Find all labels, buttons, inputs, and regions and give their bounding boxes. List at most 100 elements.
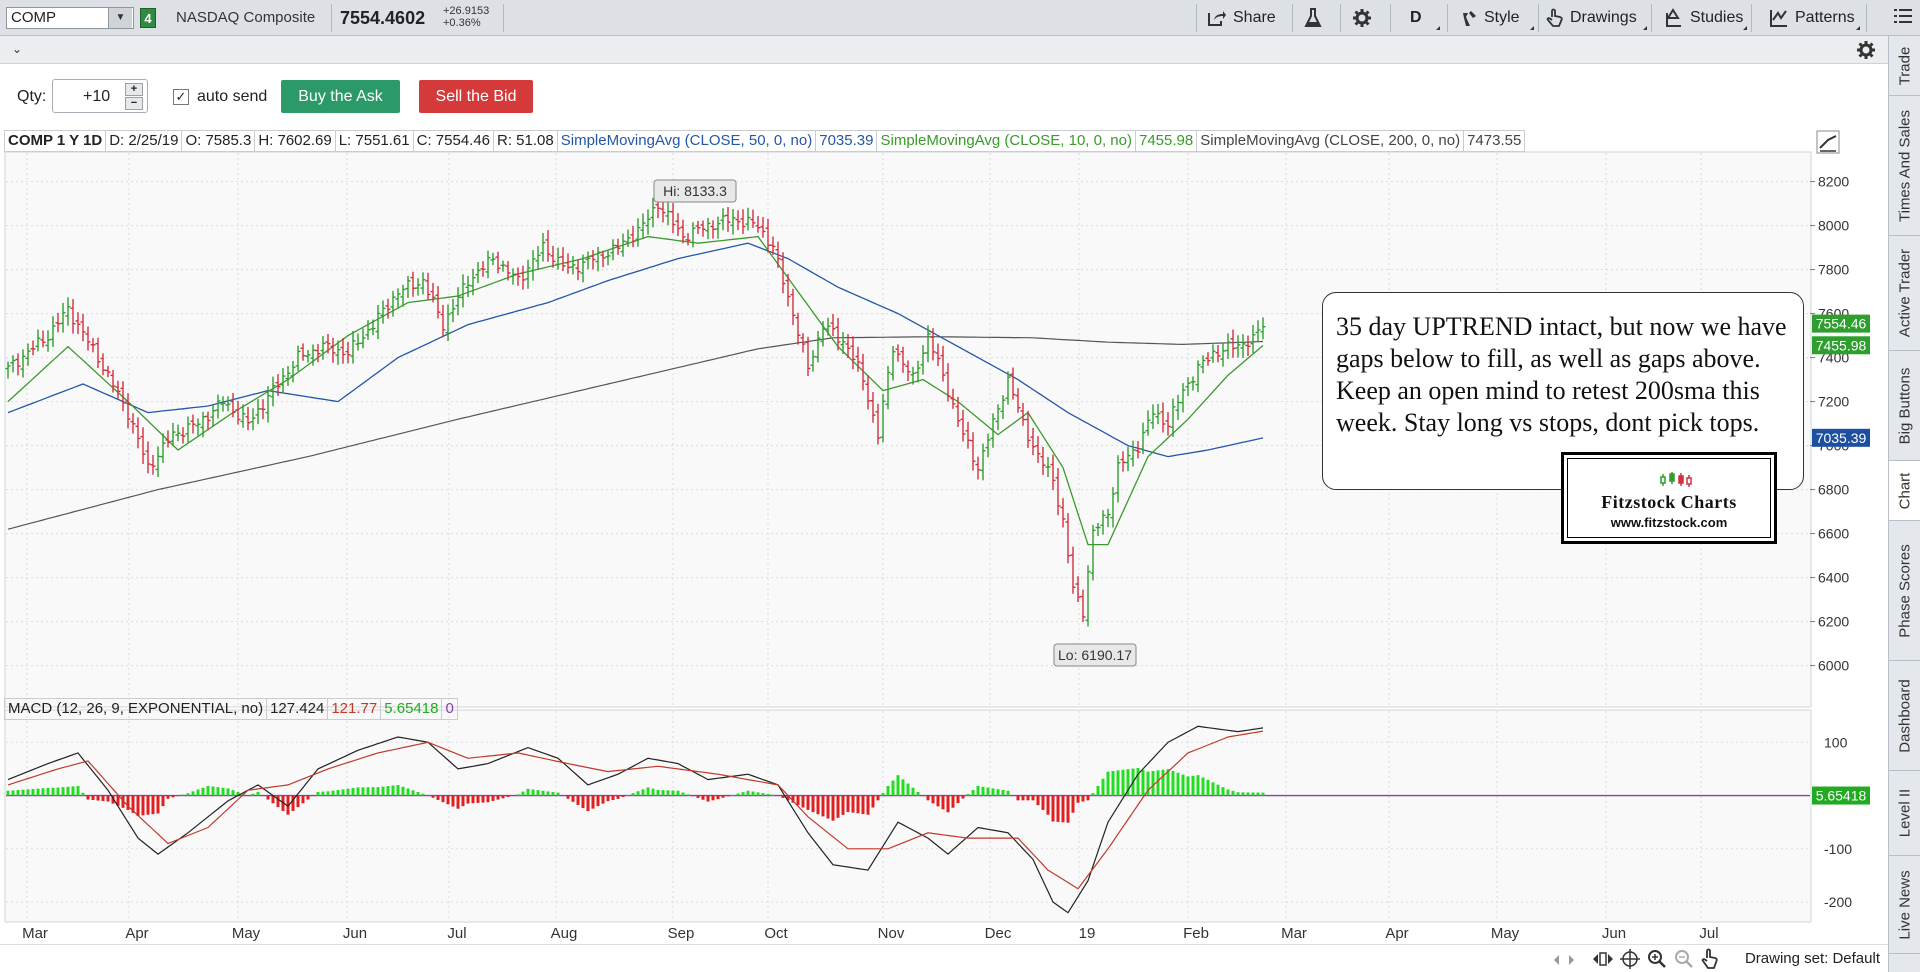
- qty-value: +10: [83, 88, 111, 105]
- macd-pane: [4, 709, 1812, 923]
- right-sidebar: Trade Times And Sales Active Trader Big …: [1888, 36, 1920, 972]
- trendline-tool-icon[interactable]: [1816, 130, 1840, 154]
- sma50-line: [7, 242, 1264, 458]
- divider: [1340, 4, 1341, 32]
- zoom-out-icon[interactable]: [1674, 949, 1694, 969]
- sma10-study-label[interactable]: SimpleMovingAvg (CLOSE, 10, 0, no): [877, 130, 1136, 152]
- qty-increment-button[interactable]: +: [125, 83, 143, 96]
- macd-avg-value: 121.77: [328, 698, 382, 720]
- chart-bottom-bar: Drawing set: Default: [0, 944, 1888, 972]
- divider: [503, 4, 504, 32]
- crosshair-icon[interactable]: [1620, 949, 1640, 969]
- chart-info-line: COMP 1 Y 1D D: 2/25/19 O: 7585.3 H: 7602…: [4, 130, 1526, 152]
- expand-horizontal-icon[interactable]: [1592, 949, 1614, 969]
- qty-field[interactable]: +10 + −: [52, 79, 148, 113]
- tab-label: Big Buttons: [1896, 367, 1913, 444]
- link-group-badge[interactable]: 4: [140, 8, 156, 28]
- tab-trade[interactable]: Trade: [1889, 36, 1920, 96]
- aggregation-button[interactable]: D: [1410, 6, 1422, 30]
- time-axis-label: Mar: [1281, 925, 1307, 942]
- studies-button[interactable]: Studies: [1664, 6, 1743, 30]
- tab-level-ii[interactable]: Level II: [1889, 771, 1920, 856]
- tab-label: Chart: [1896, 472, 1913, 509]
- sma50-path: [7, 242, 1264, 458]
- tab-label: Live News: [1896, 869, 1913, 940]
- scroll-arrows-icon[interactable]: [1553, 953, 1575, 967]
- macd-study-label[interactable]: MACD (12, 26, 9, EXPONENTIAL, no): [4, 698, 268, 720]
- aggregation-label: D: [1410, 9, 1422, 26]
- macd-line-path: [7, 725, 1264, 914]
- logo-name: Fitzstock Charts: [1601, 492, 1737, 512]
- share-label: Share: [1233, 9, 1276, 26]
- style-label: Style: [1484, 9, 1520, 26]
- style-button[interactable]: Style: [1460, 6, 1520, 30]
- style-caret-icon: [1530, 26, 1534, 30]
- sma10-study-value: 7455.98: [1136, 130, 1198, 152]
- time-axis-label: Jul: [447, 925, 466, 942]
- price-bars: [5, 194, 1266, 627]
- sell-the-bid-button[interactable]: Sell the Bid: [419, 80, 533, 113]
- time-axis-label: Jul: [1699, 925, 1718, 942]
- divider: [1390, 4, 1391, 32]
- price-badge-text: 7455.98: [1816, 337, 1867, 353]
- time-axis-label: Jun: [343, 925, 367, 942]
- order-settings-button[interactable]: [1856, 40, 1876, 64]
- macd-lines: [7, 725, 1264, 914]
- auto-send-label: auto send: [197, 88, 268, 105]
- buy-the-ask-button[interactable]: Buy the Ask: [281, 80, 400, 113]
- auto-send-checkbox[interactable]: ✓: [173, 89, 189, 105]
- tab-big-buttons[interactable]: Big Buttons: [1889, 351, 1920, 461]
- macd-value: 127.424: [267, 698, 329, 720]
- high-label: Hi: 8133.3: [653, 179, 737, 203]
- tab-live-news[interactable]: Live News: [1889, 856, 1920, 954]
- qty-decrement-button[interactable]: −: [125, 97, 143, 110]
- time-axis-label: Feb: [1183, 925, 1209, 942]
- patterns-button[interactable]: Patterns: [1769, 6, 1855, 30]
- share-button[interactable]: Share: [1207, 6, 1276, 30]
- macd-avg-path: [7, 730, 1264, 890]
- tab-active-trader[interactable]: Active Trader: [1889, 236, 1920, 351]
- zoom-in-icon[interactable]: [1647, 949, 1667, 969]
- drawings-caret-icon: [1643, 26, 1647, 30]
- share-icon: [1208, 11, 1226, 26]
- list-menu-icon: [1894, 9, 1912, 23]
- percent-change-value: +0.36%: [443, 17, 481, 29]
- patterns-label: Patterns: [1795, 9, 1855, 26]
- drawing-set-label[interactable]: Drawing set: Default: [1744, 950, 1880, 967]
- tab-phase-scores[interactable]: Phase Scores: [1889, 521, 1920, 661]
- price-badge-text: 7554.46: [1816, 316, 1867, 332]
- panel-menu-button[interactable]: [1894, 8, 1912, 28]
- macd-axis-label: -100: [1824, 841, 1852, 857]
- collapse-chevron-icon[interactable]: ⌄: [12, 42, 23, 56]
- divider: [1538, 4, 1539, 32]
- tab-chart[interactable]: Chart: [1889, 461, 1920, 521]
- macd-info-line: MACD (12, 26, 9, EXPONENTIAL, no) 127.42…: [4, 698, 458, 720]
- order-entry-bar: Qty: +10 + − ✓ auto send Buy the Ask Sel…: [0, 64, 1888, 128]
- bar-date: D: 2/25/19: [106, 130, 183, 152]
- style-icon: [1463, 11, 1476, 26]
- flask-button[interactable]: [1304, 6, 1322, 30]
- tab-label: Level II: [1896, 788, 1913, 838]
- price-chart[interactable]: 8200800078007600740072007000680066006400…: [0, 128, 1888, 944]
- symbol-dropdown-button[interactable]: ▼: [108, 8, 132, 28]
- time-axis-label: Mar: [22, 925, 48, 942]
- settings-button[interactable]: [1352, 6, 1372, 30]
- tab-dashboard[interactable]: Dashboard: [1889, 661, 1920, 771]
- price-axis: 8200800078007600740072007000680066006400…: [1810, 174, 1849, 674]
- macd-diff-badge-text: 5.65418: [1816, 788, 1867, 804]
- symbol-input[interactable]: COMP: [6, 7, 134, 29]
- flask-icon: [1304, 8, 1322, 27]
- divider: [331, 4, 332, 32]
- drawings-button[interactable]: Drawings: [1546, 6, 1637, 30]
- time-axis-label: Apr: [1385, 925, 1408, 942]
- sma50-study-label[interactable]: SimpleMovingAvg (CLOSE, 50, 0, no): [557, 130, 817, 152]
- macd-axis: 100 -100 -200 5.65418: [1812, 734, 1870, 910]
- tab-label: Trade: [1896, 46, 1913, 85]
- time-axis-label: Sep: [668, 925, 695, 942]
- pan-hand-icon[interactable]: [1701, 948, 1721, 970]
- divider: [1292, 4, 1293, 32]
- time-axis-label: May: [232, 925, 261, 942]
- symbol-period[interactable]: COMP 1 Y 1D: [4, 130, 107, 152]
- sma200-study-label[interactable]: SimpleMovingAvg (CLOSE, 200, 0, no): [1197, 130, 1465, 152]
- tab-times-and-sales[interactable]: Times And Sales: [1889, 96, 1920, 236]
